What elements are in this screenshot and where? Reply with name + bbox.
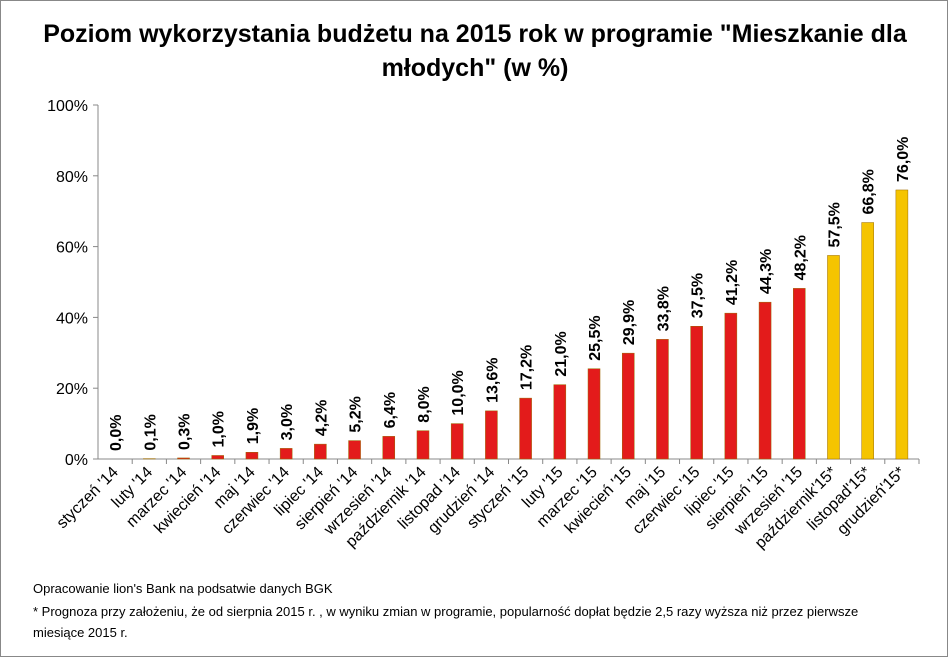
value-label: 8,0% — [416, 386, 433, 422]
value-label: 5,2% — [348, 396, 365, 432]
bar — [758, 301, 772, 460]
bar — [485, 410, 498, 460]
bar — [793, 288, 806, 460]
bar — [587, 368, 601, 460]
y-tick-label: 100% — [47, 98, 88, 115]
value-label: 0,3% — [177, 413, 194, 449]
value-label: 17,2% — [519, 345, 536, 390]
bar — [314, 443, 327, 460]
value-label: 48,2% — [792, 235, 809, 280]
bar — [553, 384, 567, 460]
bar — [861, 222, 874, 460]
value-label: 25,5% — [587, 315, 604, 360]
value-label: 0,1% — [142, 414, 159, 450]
value-label: 37,5% — [690, 273, 707, 318]
value-label: 57,5% — [826, 202, 843, 247]
value-label: 3,0% — [279, 404, 296, 440]
y-tick-label: 40% — [56, 310, 88, 327]
chart-title: Poziom wykorzystania budżetu na 2015 rok… — [43, 20, 907, 82]
value-label: 21,0% — [553, 331, 570, 376]
bar — [382, 436, 396, 460]
bar — [245, 452, 259, 460]
bar — [827, 255, 840, 460]
bar — [177, 457, 190, 460]
value-label: 10,0% — [450, 370, 467, 415]
value-label: 44,3% — [758, 249, 775, 294]
bar — [724, 312, 738, 460]
y-tick-label: 80% — [56, 169, 88, 186]
footnote: * Prognoza przy założeniu, że od sierpni… — [33, 604, 859, 640]
value-label: 66,8% — [861, 169, 878, 214]
value-label: 0,0% — [108, 415, 125, 451]
bar — [895, 189, 909, 460]
bar — [621, 352, 635, 460]
bar — [211, 455, 224, 460]
bar — [656, 339, 669, 460]
bar — [519, 397, 532, 460]
source-note: Opracowanie lion's Bank na podsatwie dan… — [33, 581, 333, 596]
value-label: 4,2% — [313, 400, 330, 436]
bar — [450, 423, 464, 460]
value-label: 41,2% — [724, 260, 741, 305]
bar — [690, 326, 703, 460]
value-label: 1,9% — [245, 408, 262, 444]
bar — [279, 448, 293, 460]
value-label: 76,0% — [895, 137, 912, 182]
bar — [348, 440, 361, 460]
value-label: 1,0% — [211, 411, 228, 447]
value-label: 29,9% — [621, 300, 638, 345]
value-label: 33,8% — [655, 286, 672, 331]
value-label: 13,6% — [484, 357, 501, 402]
value-label: 6,4% — [382, 392, 399, 428]
y-tick-label: 0% — [65, 452, 88, 469]
bar — [416, 430, 430, 460]
y-tick-label: 20% — [56, 381, 88, 398]
y-tick-label: 60% — [56, 240, 88, 257]
